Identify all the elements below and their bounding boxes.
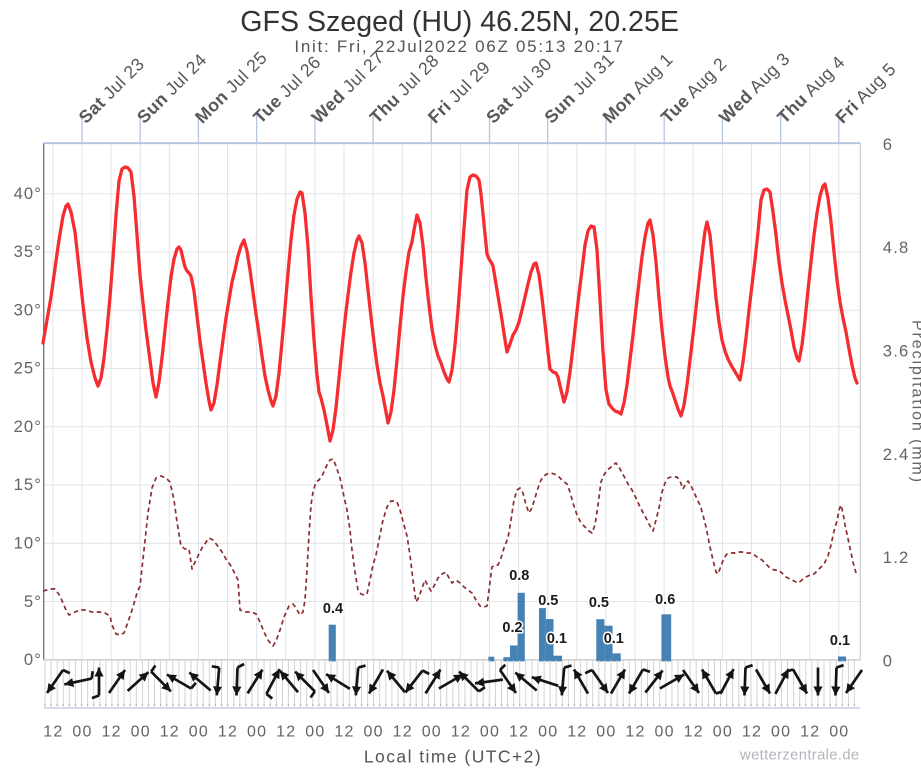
svg-text:0.1: 0.1: [547, 631, 567, 647]
svg-text:0.1: 0.1: [604, 631, 624, 647]
svg-text:12: 12: [218, 724, 238, 741]
svg-text:00: 00: [771, 724, 791, 741]
svg-text:12: 12: [800, 724, 820, 741]
svg-text:5°: 5°: [24, 592, 42, 611]
svg-text:0.2: 0.2: [502, 620, 522, 636]
svg-text:00: 00: [538, 724, 558, 741]
svg-text:12: 12: [451, 724, 471, 741]
svg-text:0.8: 0.8: [509, 568, 529, 584]
svg-text:Local time (UTC+2): Local time (UTC+2): [364, 747, 542, 767]
svg-text:00: 00: [189, 724, 209, 741]
svg-text:15°: 15°: [14, 475, 42, 494]
svg-text:Init: Fri, 22Jul2022 06Z 05:13: Init: Fri, 22Jul2022 06Z 05:13 20:17: [294, 37, 624, 56]
svg-text:12: 12: [334, 724, 354, 741]
svg-text:12: 12: [393, 724, 413, 741]
svg-text:00: 00: [363, 724, 383, 741]
svg-text:12: 12: [509, 724, 529, 741]
svg-text:12: 12: [276, 724, 296, 741]
svg-text:00: 00: [422, 724, 442, 741]
svg-text:6: 6: [883, 135, 893, 154]
svg-text:12: 12: [625, 724, 645, 741]
svg-text:00: 00: [247, 724, 267, 741]
svg-text:00: 00: [654, 724, 674, 741]
svg-text:10°: 10°: [14, 534, 42, 553]
svg-text:0.1: 0.1: [830, 633, 850, 649]
svg-text:0.5: 0.5: [538, 593, 558, 609]
svg-text:Precipitation (mm): Precipitation (mm): [909, 320, 921, 484]
svg-text:12: 12: [742, 724, 762, 741]
svg-text:40°: 40°: [14, 184, 42, 203]
svg-text:wetterzentrale.de: wetterzentrale.de: [739, 748, 859, 764]
svg-text:00: 00: [131, 724, 151, 741]
svg-text:20°: 20°: [14, 417, 42, 436]
svg-text:12: 12: [567, 724, 587, 741]
svg-text:25°: 25°: [14, 359, 42, 378]
svg-text:0.5: 0.5: [589, 595, 609, 611]
svg-text:00: 00: [713, 724, 733, 741]
svg-text:4.8: 4.8: [883, 238, 910, 257]
svg-text:3.6: 3.6: [883, 341, 910, 360]
svg-text:0.4: 0.4: [323, 601, 343, 617]
svg-text:0°: 0°: [24, 650, 42, 669]
svg-text:00: 00: [829, 724, 849, 741]
svg-text:00: 00: [72, 724, 92, 741]
svg-text:GFS Szeged (HU) 46.25N, 20.25E: GFS Szeged (HU) 46.25N, 20.25E: [240, 6, 679, 38]
svg-text:0.6: 0.6: [655, 592, 675, 608]
svg-text:35°: 35°: [14, 242, 42, 261]
svg-text:2.4: 2.4: [883, 445, 910, 464]
svg-text:0: 0: [883, 651, 893, 670]
svg-text:00: 00: [596, 724, 616, 741]
svg-text:12: 12: [101, 724, 121, 741]
svg-text:12: 12: [160, 724, 180, 741]
svg-text:12: 12: [684, 724, 704, 741]
svg-text:1.2: 1.2: [883, 548, 910, 567]
svg-text:00: 00: [305, 724, 325, 741]
svg-text:00: 00: [480, 724, 500, 741]
svg-text:30°: 30°: [14, 301, 42, 320]
svg-text:12: 12: [43, 724, 63, 741]
